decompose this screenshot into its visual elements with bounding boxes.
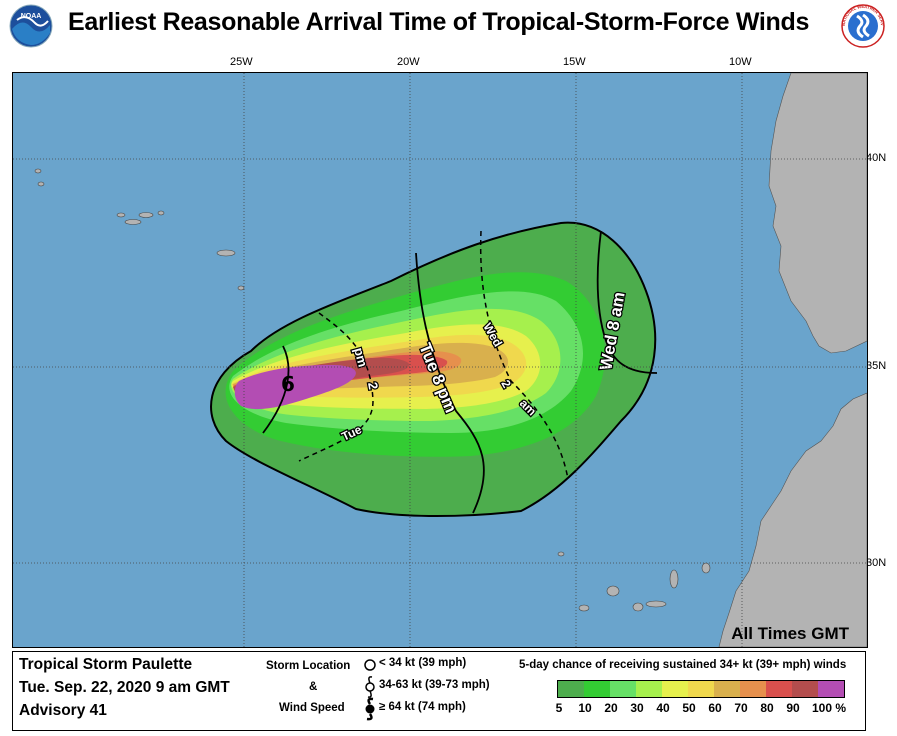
wind-speed-label: Wind Speed (279, 702, 345, 714)
lat-label-30n: 30N (866, 557, 886, 569)
page-title: Earliest Reasonable Arrival Time of Trop… (68, 8, 809, 37)
probability-scale-labels: 5 10 20 30 40 50 60 70 80 90 100 % (546, 701, 866, 717)
scale-label-3: 30 (624, 701, 650, 715)
symbol-text-ts: 34-63 kt (39-73 mph) (379, 679, 490, 691)
scale-label-0: 5 (546, 701, 572, 715)
scale-label-10: 100 % (812, 701, 852, 715)
lon-label-25w: 25W (230, 56, 253, 68)
scale-swatch-5 (688, 681, 714, 697)
advisory-datetime: Tue. Sep. 22, 2020 9 am GMT (19, 679, 230, 697)
scale-swatch-9 (792, 681, 818, 697)
noaa-logo: NOAA (8, 3, 54, 49)
scale-label-4: 40 (650, 701, 676, 715)
times-note: All Times GMT (731, 624, 849, 643)
lon-label-15w: 15W (563, 56, 586, 68)
amp-label: & (309, 681, 317, 693)
tropical-storm-icon: 6 (281, 372, 295, 396)
scale-swatch-3 (636, 681, 662, 697)
storm-symbols (362, 656, 378, 722)
probability-scale-title: 5-day chance of receiving sustained 34+ … (519, 659, 846, 671)
scale-swatch-8 (766, 681, 792, 697)
lat-label-40n: 40N (866, 152, 886, 164)
symbol-text-hurricane: ≥ 64 kt (74 mph) (379, 701, 466, 713)
map: pm 2 Tue Tue 8 pm Wed 2 am Wed 8 am 6 Al… (12, 72, 868, 648)
scale-swatch-10 (818, 681, 844, 697)
scale-label-8: 80 (754, 701, 780, 715)
lon-label-20w: 20W (397, 56, 420, 68)
scale-swatch-6 (714, 681, 740, 697)
scale-swatch-2 (610, 681, 636, 697)
probability-scale (557, 680, 845, 698)
scale-label-5: 50 (676, 701, 702, 715)
scale-label-6: 60 (702, 701, 728, 715)
national-weather-service-logo: NATIONAL WEATHER SERVICE (840, 3, 886, 49)
scale-label-1: 10 (572, 701, 598, 715)
tropical-storm-icon (366, 677, 374, 697)
storm-location-label: Storm Location (266, 660, 350, 672)
header: NOAA Earliest Reasonable Arrival Time of… (0, 0, 897, 50)
scale-swatch-7 (740, 681, 766, 697)
lon-label-10w: 10W (729, 56, 752, 68)
scale-swatch-4 (662, 681, 688, 697)
legend: Tropical Storm Paulette Tue. Sep. 22, 20… (12, 651, 866, 731)
open-circle-icon (365, 660, 375, 670)
svg-text:NOAA: NOAA (21, 13, 42, 20)
scale-swatch-1 (584, 681, 610, 697)
scale-label-9: 90 (780, 701, 806, 715)
scale-label-7: 70 (728, 701, 754, 715)
scale-label-2: 20 (598, 701, 624, 715)
advisory-number: Advisory 41 (19, 702, 107, 720)
scale-swatch-0 (558, 681, 584, 697)
lat-label-35n: 35N (866, 360, 886, 372)
storm-name: Tropical Storm Paulette (19, 656, 192, 674)
hurricane-icon (366, 699, 375, 719)
symbol-text-weak: < 34 kt (39 mph) (379, 657, 466, 669)
